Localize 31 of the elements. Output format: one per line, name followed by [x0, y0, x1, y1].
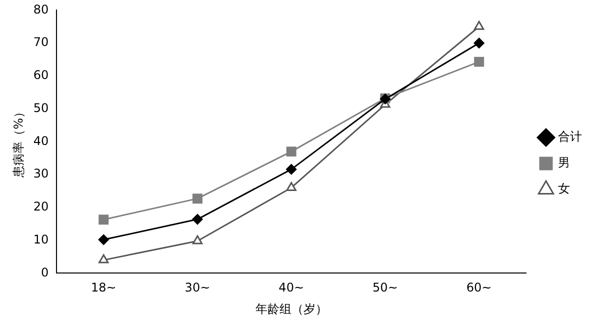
y-tick-label: 60 [33, 68, 49, 82]
point [98, 234, 109, 245]
y-tick-label: 20 [33, 200, 49, 214]
point [286, 164, 297, 175]
y-tick-label: 50 [33, 100, 49, 115]
x-tick-label: 60~ [466, 280, 492, 295]
point [474, 20, 484, 30]
point [192, 194, 202, 204]
point [474, 38, 484, 48]
point [98, 254, 109, 264]
y-tick-label: 40 [33, 134, 49, 148]
y-tick-label: 10 [33, 232, 49, 246]
y-tick-label: 80 [33, 2, 49, 16]
point [286, 182, 296, 191]
legend-label: 男 [558, 156, 570, 170]
x-tick-label: 18~ [90, 280, 116, 295]
legend-label: 女 [558, 182, 570, 196]
point [474, 56, 484, 67]
x-tick-label: 30~ [184, 280, 210, 295]
y-axis-title: 患病率（%） [11, 106, 26, 178]
y-tick-label: 70 [33, 35, 49, 50]
x-tick-label: 50~ [372, 280, 398, 295]
y-tick-label: 0 [41, 265, 49, 280]
point [286, 146, 296, 157]
y-tick-label: 30 [33, 166, 49, 181]
x-tick-label: 40~ [278, 280, 304, 295]
point [192, 214, 203, 225]
legend-label: 合计 [558, 130, 582, 144]
point [98, 214, 109, 225]
point [192, 235, 203, 244]
x-axis-title: 年龄组（岁） [255, 302, 328, 316]
